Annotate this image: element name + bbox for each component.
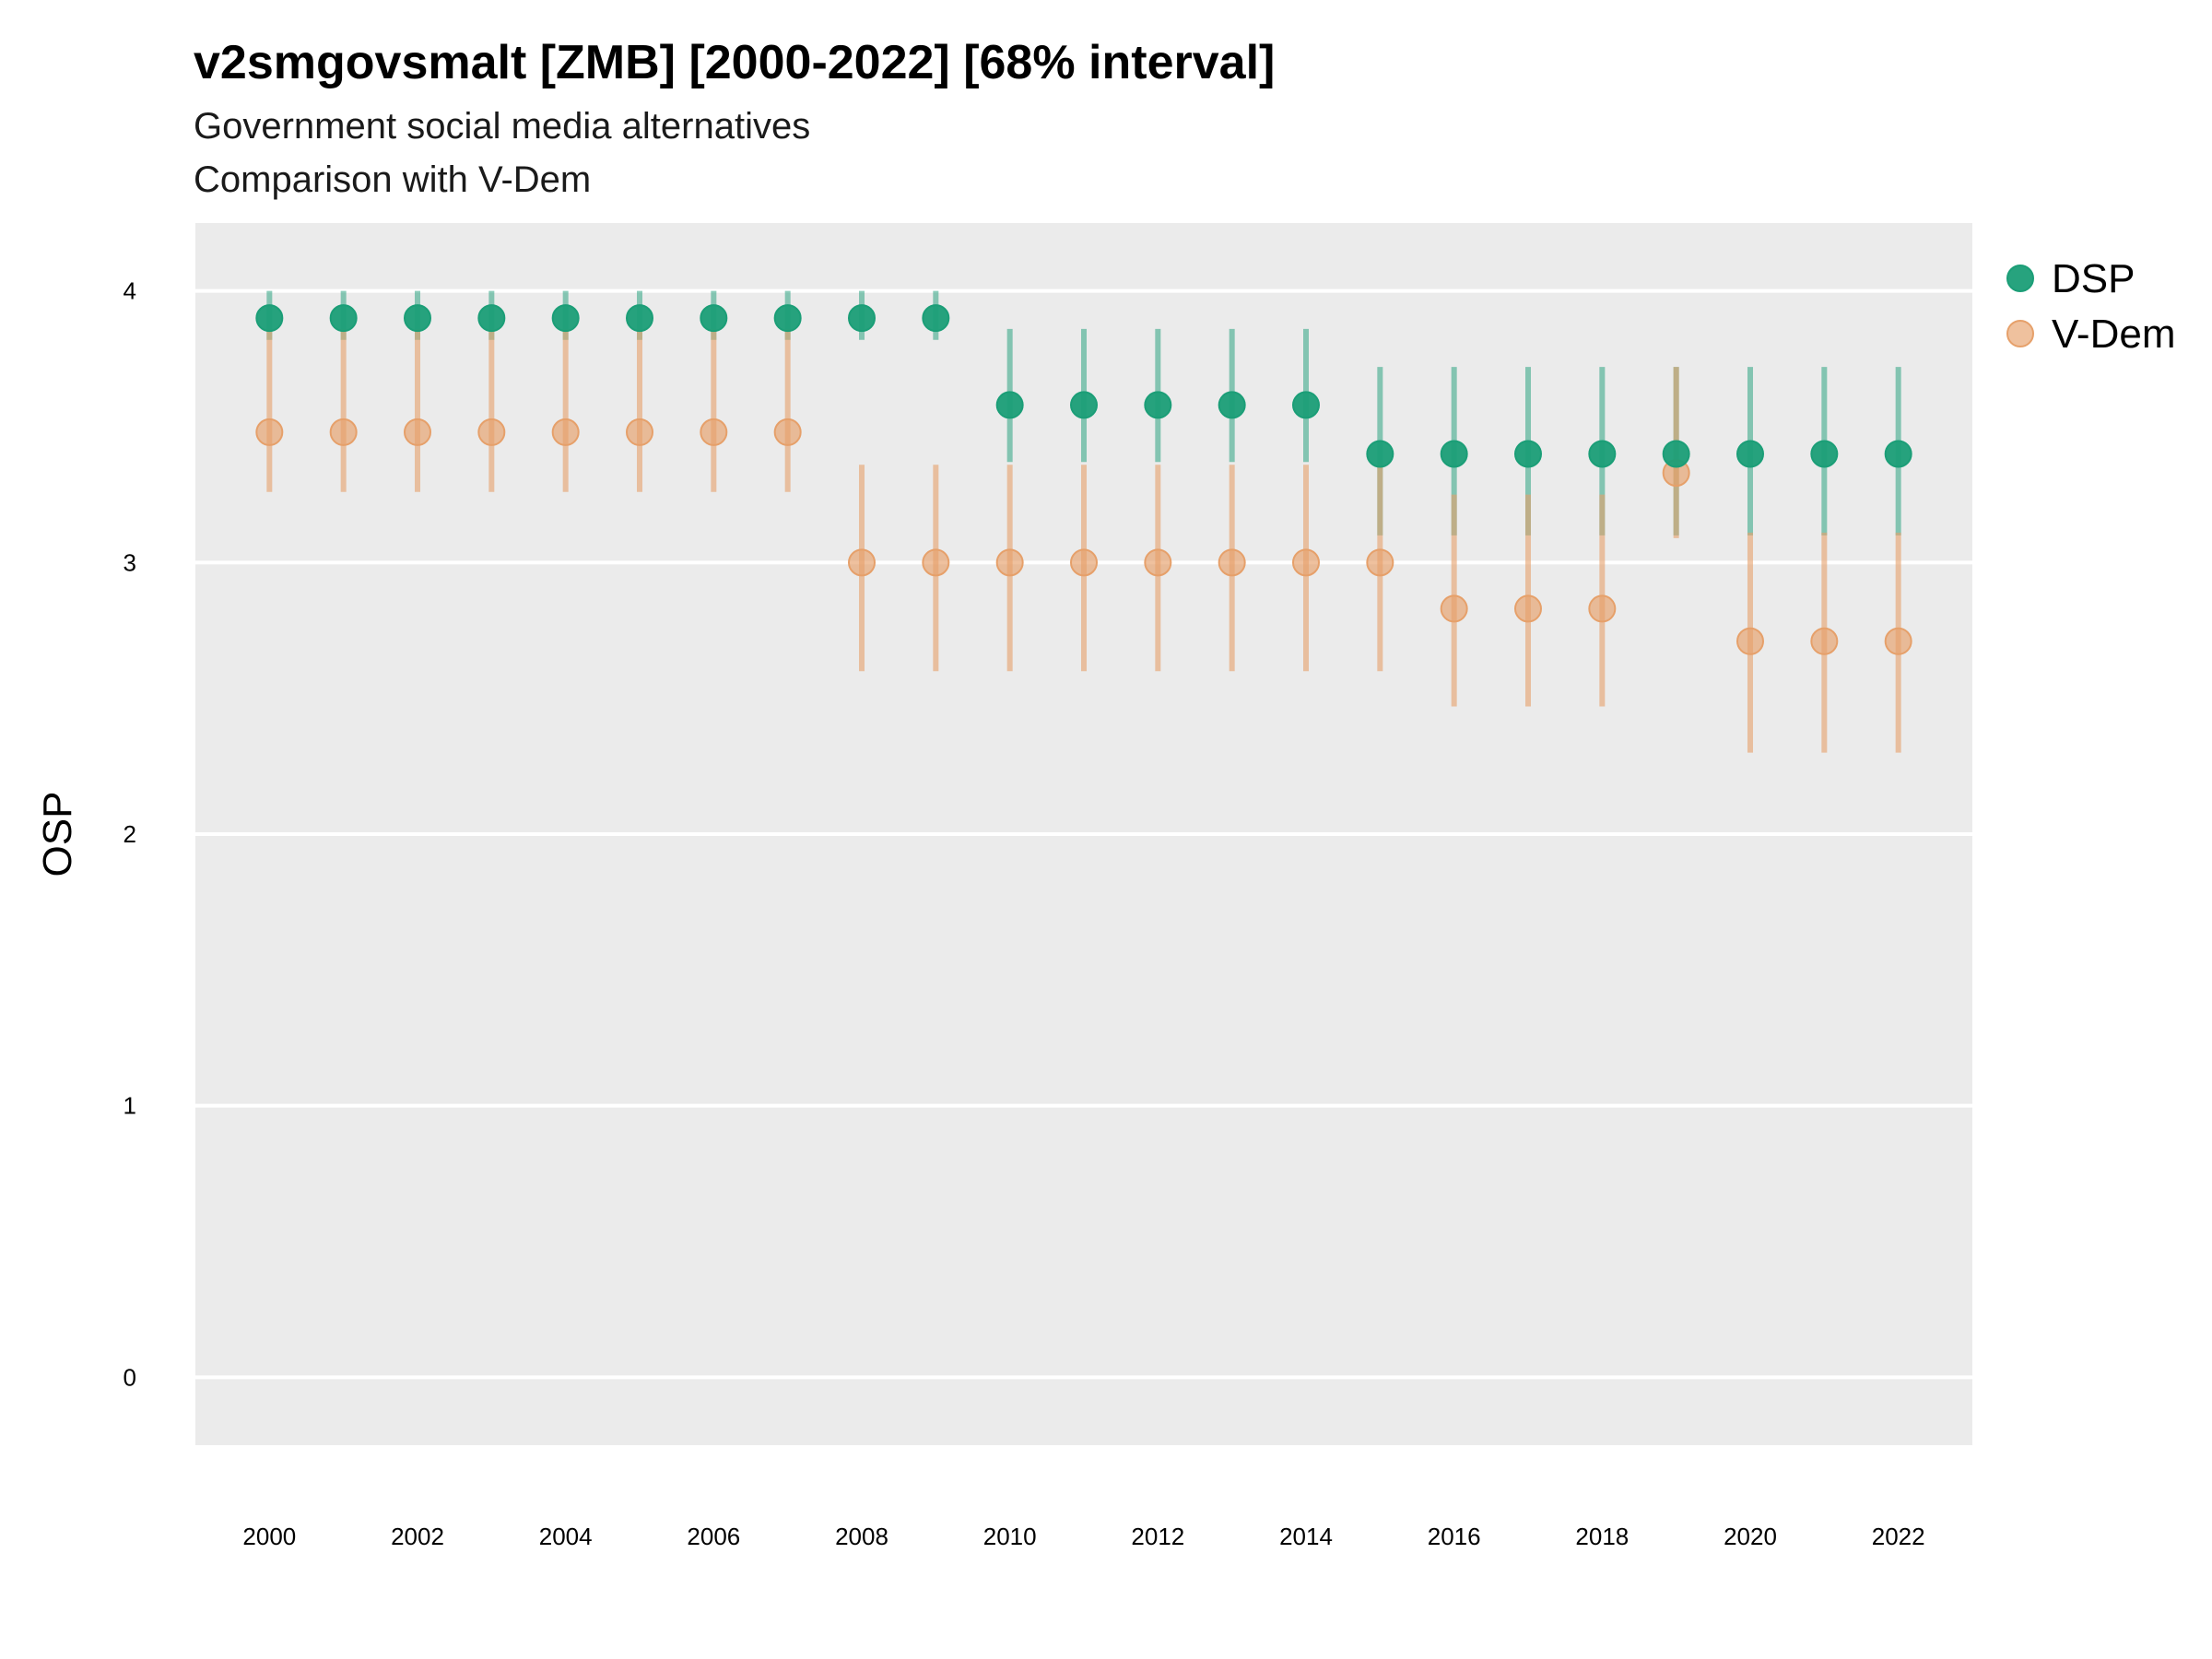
- vdem-point: [477, 418, 506, 446]
- vdem-point: [995, 548, 1024, 577]
- legend-label-vdem: V-Dem: [2052, 312, 2175, 357]
- vdem-point: [922, 548, 950, 577]
- dsp-point: [551, 304, 580, 333]
- legend-key-vdem: [2006, 320, 2034, 347]
- vdem-point: [404, 418, 431, 446]
- vdem-point: [1070, 548, 1098, 577]
- vdem-point: [1884, 627, 1912, 655]
- dsp-point: [1144, 391, 1172, 419]
- y-tick-label: 3: [124, 548, 136, 576]
- vdem-point: [1440, 594, 1468, 623]
- dsp-point: [1736, 440, 1764, 468]
- x-tick-label: 2016: [1428, 1523, 1481, 1550]
- y-tick-label: 2: [124, 820, 136, 848]
- dsp-point: [1514, 440, 1542, 468]
- dsp-point: [1662, 440, 1690, 468]
- vdem-point: [1736, 627, 1764, 655]
- dsp-point: [1292, 391, 1320, 419]
- dsp-point: [1884, 440, 1912, 468]
- x-tick-label: 2012: [1131, 1523, 1184, 1550]
- dsp-point: [404, 304, 431, 333]
- y-tick-label: 0: [124, 1363, 136, 1391]
- vdem-point: [255, 418, 284, 446]
- chart-caption: Comparison with V-Dem: [194, 159, 592, 200]
- dsp-point: [1588, 440, 1617, 468]
- x-tick-label: 2006: [687, 1523, 740, 1550]
- vdem-point: [1588, 594, 1617, 623]
- vdem-point: [700, 418, 728, 446]
- chart-title: v2smgovsmalt [ZMB] [2000-2022] [68% inte…: [194, 36, 1276, 89]
- vdem-point: [773, 418, 802, 446]
- x-tick-label: 2010: [983, 1523, 1037, 1550]
- dsp-point: [329, 304, 358, 333]
- dsp-point: [255, 304, 284, 333]
- dsp-point: [1070, 391, 1098, 419]
- x-tick-label: 2022: [1872, 1523, 1925, 1550]
- vdem-point: [329, 418, 358, 446]
- dsp-point: [700, 304, 728, 333]
- dsp-point: [922, 304, 950, 333]
- vdem-point: [1218, 548, 1246, 577]
- vdem-point: [626, 418, 653, 446]
- x-tick-label: 2008: [835, 1523, 888, 1550]
- vdem-point: [1810, 627, 1839, 655]
- vdem-point: [1514, 594, 1542, 623]
- dsp-point: [1218, 391, 1246, 419]
- dsp-point: [1366, 440, 1394, 468]
- dsp-point: [1810, 440, 1839, 468]
- y-tick-label: 4: [124, 277, 136, 305]
- y-tick-label: 1: [124, 1092, 136, 1120]
- x-tick-label: 2020: [1724, 1523, 1777, 1550]
- dsp-point: [1440, 440, 1468, 468]
- x-tick-label: 2018: [1575, 1523, 1629, 1550]
- y-axis-label: OSP: [35, 792, 80, 877]
- dsp-point: [626, 304, 653, 333]
- chart-subtitle: Government social media alternatives: [194, 106, 811, 147]
- vdem-point: [1366, 548, 1394, 577]
- dsp-point: [773, 304, 802, 333]
- dsp-point: [477, 304, 506, 333]
- vdem-point: [848, 548, 876, 577]
- x-tick-label: 2014: [1279, 1523, 1333, 1550]
- dsp-point: [995, 391, 1024, 419]
- x-tick-label: 2002: [391, 1523, 444, 1550]
- x-tick-label: 2000: [242, 1523, 296, 1550]
- dsp-point: [848, 304, 876, 333]
- vdem-point: [1144, 548, 1172, 577]
- legend-key-dsp: [2006, 265, 2034, 292]
- vdem-point: [1292, 548, 1320, 577]
- legend-label-dsp: DSP: [2052, 256, 2135, 301]
- x-tick-label: 2004: [539, 1523, 593, 1550]
- vdem-point: [551, 418, 580, 446]
